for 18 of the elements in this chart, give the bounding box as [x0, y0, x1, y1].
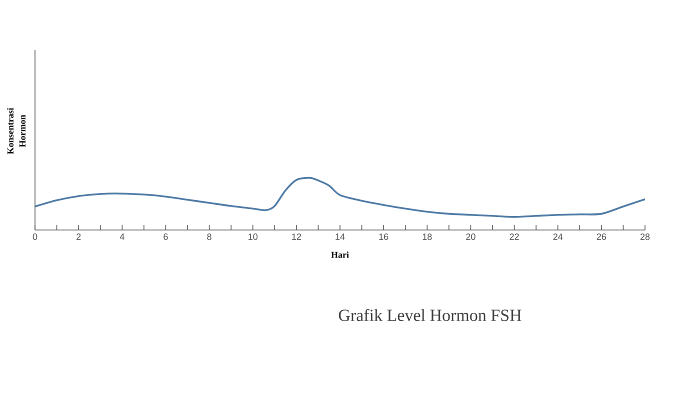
x-tick-label: 24: [553, 234, 563, 240]
x-tick-label: 18: [422, 234, 432, 240]
x-tick-label: 16: [379, 234, 388, 240]
x-tick-label: 26: [596, 234, 606, 240]
text: Grafik Level Hormon FSH: [338, 308, 522, 322]
x-tick-label: 28: [640, 234, 650, 240]
x-tick-label: 22: [510, 234, 519, 240]
x-tick-label: 12: [292, 234, 301, 240]
x-tick-label: 6: [164, 234, 168, 240]
x-tick-label: 2: [76, 234, 81, 240]
x-tick-label: 0: [32, 234, 38, 240]
x-tick-label: 10: [248, 234, 258, 240]
x-tick-label: 4: [120, 234, 124, 240]
x-axis-title: Hari: [331, 252, 349, 258]
x-tick-label: 20: [466, 234, 476, 240]
y-axis-title: Konsentrasi Hormon: [7, 108, 26, 154]
x-tick-label: 14: [336, 234, 345, 240]
x-tick-label: 8: [207, 234, 212, 240]
